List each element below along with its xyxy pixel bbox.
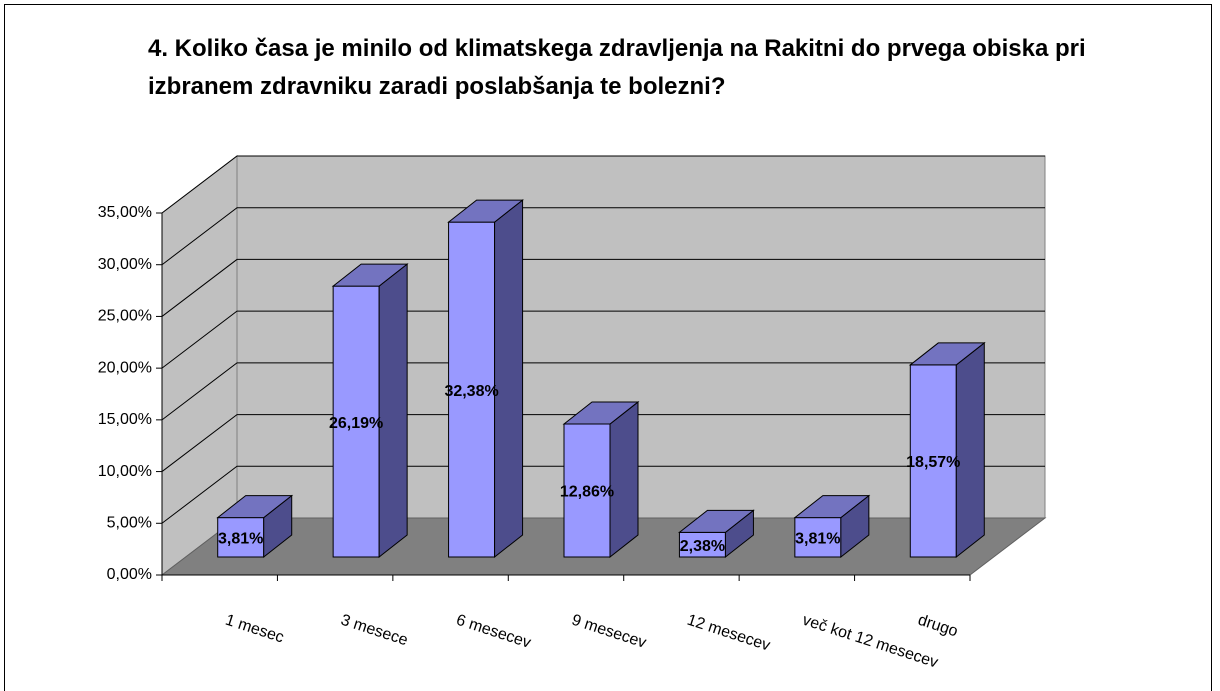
grid-line [161,310,1045,369]
grid-line [161,155,1045,214]
bar-side [609,400,639,559]
grid-line [161,207,1045,266]
x-tick-label: drugo [916,612,960,641]
value-label: 3,81% [218,531,263,548]
bar-side [494,199,524,559]
x-tick-label: 12 mesecev [685,612,772,655]
bar-top [216,495,294,519]
bar-side [378,263,408,559]
bar-top [562,401,640,425]
grid-line [161,258,1045,317]
y-tick-label: 25,00% [98,308,152,325]
y-tick-label: 20,00% [98,359,152,376]
grid-line [161,362,1045,421]
bar-top [677,509,755,533]
chart-title: 4. Koliko časa je minilo od klimatskega … [148,35,1086,100]
value-label: 12,86% [560,484,614,501]
y-tick-label: 10,00% [98,463,152,480]
x-tick-label: 3 mesece [339,612,410,650]
bar [793,494,871,559]
value-label: 3,81% [795,531,840,548]
bar [908,341,986,559]
y-tick-label: 0,00% [107,566,152,583]
grid-line [161,414,1045,472]
x-tick-label: 1 mesec [223,612,286,647]
y-tick-label: 5,00% [107,515,152,532]
bar-side [955,341,985,559]
value-label: 18,57% [906,454,960,471]
y-tick-label: 15,00% [98,411,152,428]
value-label: 2,38% [680,538,725,555]
bar [447,199,525,559]
y-tick-label: 30,00% [98,256,152,273]
bar-top [331,263,409,287]
bar [677,509,755,559]
bar-top [447,199,525,223]
y-tick-label: 35,00% [98,204,152,221]
x-tick-label: 6 mesecev [454,612,533,652]
bar [562,400,640,559]
chart-frame [4,4,1212,691]
bar [216,494,294,559]
bar-top [793,495,871,519]
value-label: 26,19% [329,415,383,432]
bar [331,263,409,559]
bar-top [908,342,986,366]
value-label: 32,38% [444,383,498,400]
grid-line [161,465,1045,524]
x-tick-label: 9 mesecev [569,612,648,652]
